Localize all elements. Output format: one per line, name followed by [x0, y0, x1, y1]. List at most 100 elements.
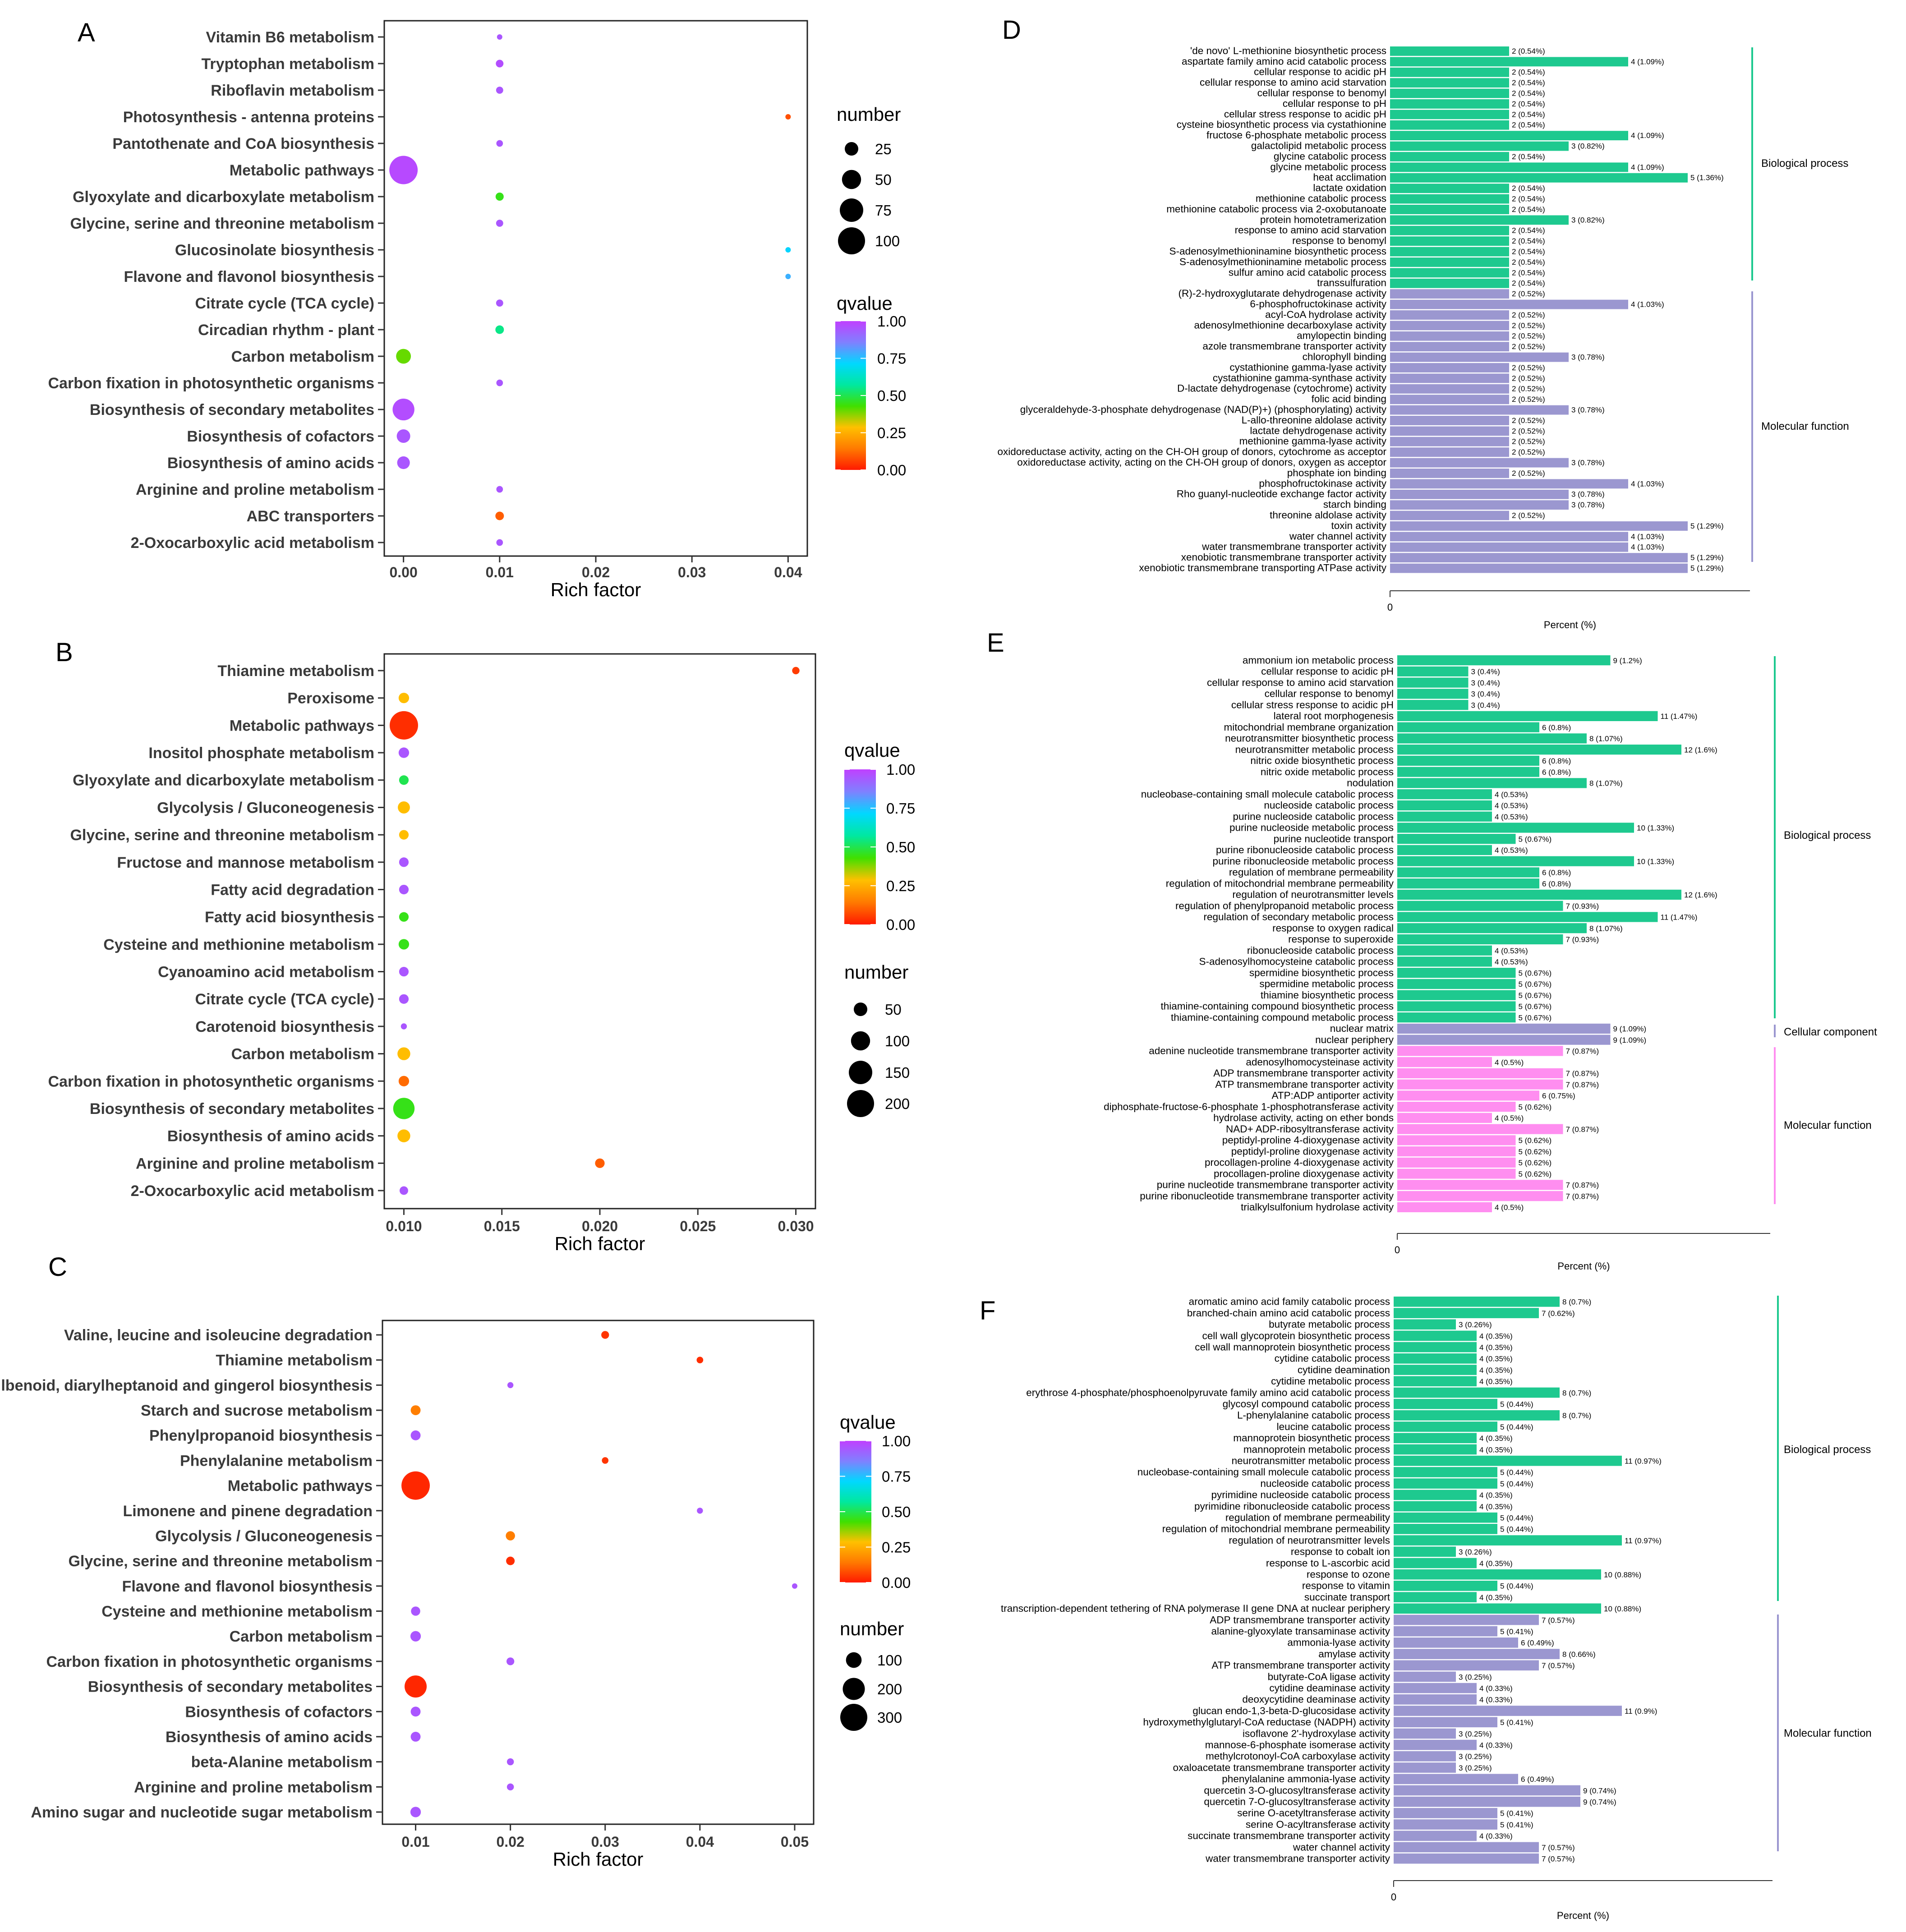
category-label: Cysteine and methionine metabolism	[103, 936, 374, 953]
category-label: Phenylalanine metabolism	[180, 1452, 373, 1469]
go-term-bar	[1397, 968, 1516, 978]
go-term-label: heat acclimation	[1313, 172, 1386, 183]
go-term-value: 4 (0.33%)	[1479, 1741, 1513, 1750]
go-term-bar	[1390, 194, 1509, 204]
go-term-value: 2 (0.52%)	[1512, 437, 1545, 446]
go-term-value: 8 (0.7%)	[1562, 1412, 1591, 1420]
go-term-label: response to ozone	[1307, 1569, 1390, 1580]
group-label: Molecular function	[1784, 1119, 1872, 1132]
pathway-dot	[506, 1758, 514, 1766]
go-term-label: regulation of phenylpropanoid metabolic …	[1175, 900, 1394, 911]
go-term-bar	[1397, 722, 1539, 732]
go-term-value: 2 (0.52%)	[1512, 469, 1545, 478]
qvalue-legend-title: qvalue	[837, 293, 893, 314]
go-term-bar	[1394, 1785, 1580, 1796]
go-term-bar	[1390, 268, 1509, 278]
go-term-bar	[1397, 1202, 1492, 1212]
dot-plot-b: B Thiamine metabolism Peroxisome Metabolic …	[48, 638, 916, 1254]
go-term-bar	[1397, 1102, 1516, 1112]
go-term-bar	[1390, 489, 1569, 499]
category-label: Glycine, serine and threonine metabolism	[70, 215, 374, 232]
go-chart-d: D 'de novo' L-methionine biosynthetic pro…	[997, 15, 1849, 630]
go-term-value: 7 (0.87%)	[1566, 1181, 1599, 1190]
size-legend-key	[847, 1090, 874, 1117]
go-term-value: 2 (0.54%)	[1512, 68, 1545, 77]
category-label: Flavone and flavonol biosynthesis	[124, 268, 374, 285]
go-term-label: chlorophyll binding	[1303, 351, 1386, 363]
pathway-dot	[792, 667, 800, 675]
go-term-bar	[1394, 1512, 1497, 1523]
go-term-label: mitochondrial membrane organization	[1224, 722, 1394, 733]
go-term-value: 8 (1.07%)	[1589, 735, 1623, 743]
go-term-bar	[1394, 1308, 1539, 1318]
go-term-bar	[1394, 1387, 1560, 1398]
go-term-label: water transmembrane transporter activity	[1205, 1853, 1390, 1864]
go-term-value: 4 (1.03%)	[1631, 300, 1664, 309]
go-term-bar	[1397, 700, 1469, 710]
go-term-bar	[1394, 1501, 1477, 1512]
group-label: Molecular function	[1761, 420, 1849, 432]
go-term-bar	[1394, 1319, 1456, 1330]
go-term-label: ammonia-lyase activity	[1287, 1637, 1390, 1648]
go-term-value: 5 (0.44%)	[1500, 1525, 1533, 1534]
colorbar-label: 1.00	[882, 1433, 911, 1449]
pathway-dot	[496, 60, 504, 68]
go-term-bar	[1390, 110, 1509, 120]
go-term-value: 5 (0.67%)	[1519, 1003, 1552, 1011]
go-term-bar	[1394, 1728, 1456, 1739]
go-term-label: ammonium ion metabolic process	[1243, 654, 1394, 666]
go-term-label: cellular response to acidic pH	[1254, 66, 1386, 78]
go-term-bar	[1390, 131, 1628, 141]
x-tick-label: 0.02	[497, 1834, 525, 1850]
go-term-value: 2 (0.52%)	[1512, 321, 1545, 330]
go-term-value: 3 (0.4%)	[1471, 701, 1500, 709]
go-term-bar	[1390, 258, 1509, 267]
go-term-label: mannoprotein metabolic process	[1243, 1444, 1390, 1455]
pathway-dot	[389, 156, 418, 184]
size-legend-label: 50	[875, 171, 892, 188]
go-term-label: adenosylhomocysteinase activity	[1246, 1056, 1394, 1067]
go-term-label: pyrimidine ribonucleoside catabolic proc…	[1194, 1500, 1390, 1512]
go-term-value: 4 (0.33%)	[1479, 1696, 1513, 1704]
go-term-value: 5 (0.44%)	[1500, 1468, 1533, 1477]
go-term-value: 5 (0.67%)	[1519, 1013, 1552, 1022]
go-term-value: 8 (0.7%)	[1562, 1389, 1591, 1397]
go-term-bar	[1390, 46, 1509, 56]
pathway-dot	[389, 711, 418, 740]
category-label: Carbon metabolism	[231, 348, 374, 365]
group-label: Molecular function	[1784, 1727, 1872, 1739]
size-legend-key	[854, 1003, 867, 1016]
go-term-bar	[1397, 867, 1539, 878]
pathway-dot	[392, 398, 414, 421]
go-term-bar	[1397, 1157, 1516, 1168]
pathway-dot	[398, 1076, 410, 1086]
category-label: Glucosinolate biosynthesis	[175, 242, 374, 259]
go-term-label: procollagen-proline 4-dioxygenase activi…	[1205, 1157, 1394, 1168]
go-term-value: 4 (0.35%)	[1479, 1332, 1513, 1340]
go-term-value: 7 (0.87%)	[1566, 1125, 1599, 1134]
go-term-value: 5 (0.62%)	[1519, 1159, 1552, 1167]
go-term-label: regulation of neurotransmitter levels	[1229, 1535, 1390, 1546]
go-term-label: response to benomyl	[1292, 235, 1386, 246]
colorbar-label: 0.25	[886, 878, 915, 894]
category-label: Photosynthesis - antenna proteins	[123, 109, 374, 126]
go-term-bar	[1394, 1297, 1560, 1307]
pathway-dot	[393, 1098, 415, 1119]
go-term-label: serine O-acetyltransferase activity	[1237, 1808, 1390, 1819]
go-term-value: 4 (0.5%)	[1495, 1114, 1524, 1122]
go-term-bar	[1390, 120, 1509, 130]
go-term-value: 7 (0.93%)	[1566, 902, 1599, 911]
go-term-value: 5 (0.41%)	[1500, 1809, 1533, 1818]
go-term-value: 11 (1.47%)	[1661, 913, 1698, 922]
go-term-value: 2 (0.52%)	[1512, 342, 1545, 351]
size-legend-key	[849, 1061, 872, 1084]
size-legend-label: 100	[885, 1033, 910, 1049]
go-term-bar	[1390, 479, 1628, 489]
go-term-bar	[1390, 99, 1509, 109]
go-term-label: response to vitamin	[1302, 1580, 1390, 1592]
go-term-value: 8 (0.66%)	[1562, 1650, 1596, 1659]
go-term-value: 5 (0.41%)	[1500, 1821, 1533, 1829]
